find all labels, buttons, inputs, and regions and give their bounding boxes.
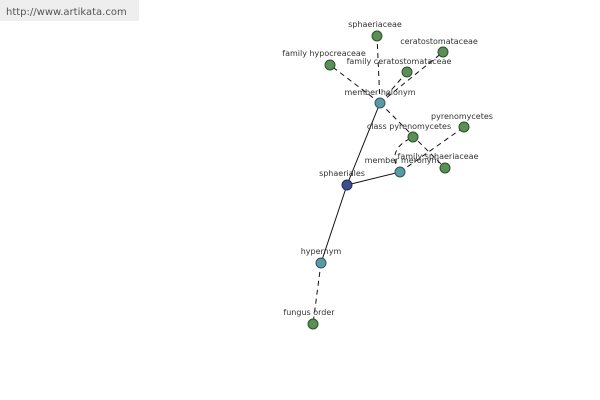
node[interactable] [458,121,470,133]
node-label: family ceratostomataceae [347,57,452,66]
node-label: pyrenomycetes [431,112,493,121]
node[interactable] [374,97,386,109]
edge [346,102,381,186]
node[interactable] [401,66,413,78]
node[interactable] [394,166,406,178]
edge [312,262,322,325]
edge [379,71,408,104]
nodes: sphaeriaceae ceratostomataceae family hy… [282,20,493,330]
node-label: fungus order [283,308,335,317]
node-label: sphaeriaceae [348,20,402,29]
edge [379,51,444,104]
node-label: class pyrenomycetes [367,122,451,131]
edge [329,64,381,104]
node-label: family sphaeriaceae [398,152,479,161]
node-label: sphaeriales [319,169,365,178]
node-label: family hypocreaceae [282,49,366,58]
node-label: hypernym [301,247,342,256]
node-label: member holonym [344,88,415,97]
node-label: ceratostomataceae [400,37,478,46]
node[interactable] [437,46,449,58]
edge [376,35,381,104]
node[interactable] [315,257,327,269]
node[interactable] [407,131,419,143]
node[interactable] [307,318,319,330]
node-label: member meronym [365,156,440,165]
node[interactable] [371,30,383,42]
node[interactable] [341,179,353,191]
edge [346,171,401,186]
node[interactable] [324,59,336,71]
edge [399,126,465,173]
edges [312,35,465,325]
header-link[interactable]: http://www.artikata.com [6,7,127,18]
edge [320,184,348,264]
node[interactable] [439,162,451,174]
header-box [0,0,139,21]
